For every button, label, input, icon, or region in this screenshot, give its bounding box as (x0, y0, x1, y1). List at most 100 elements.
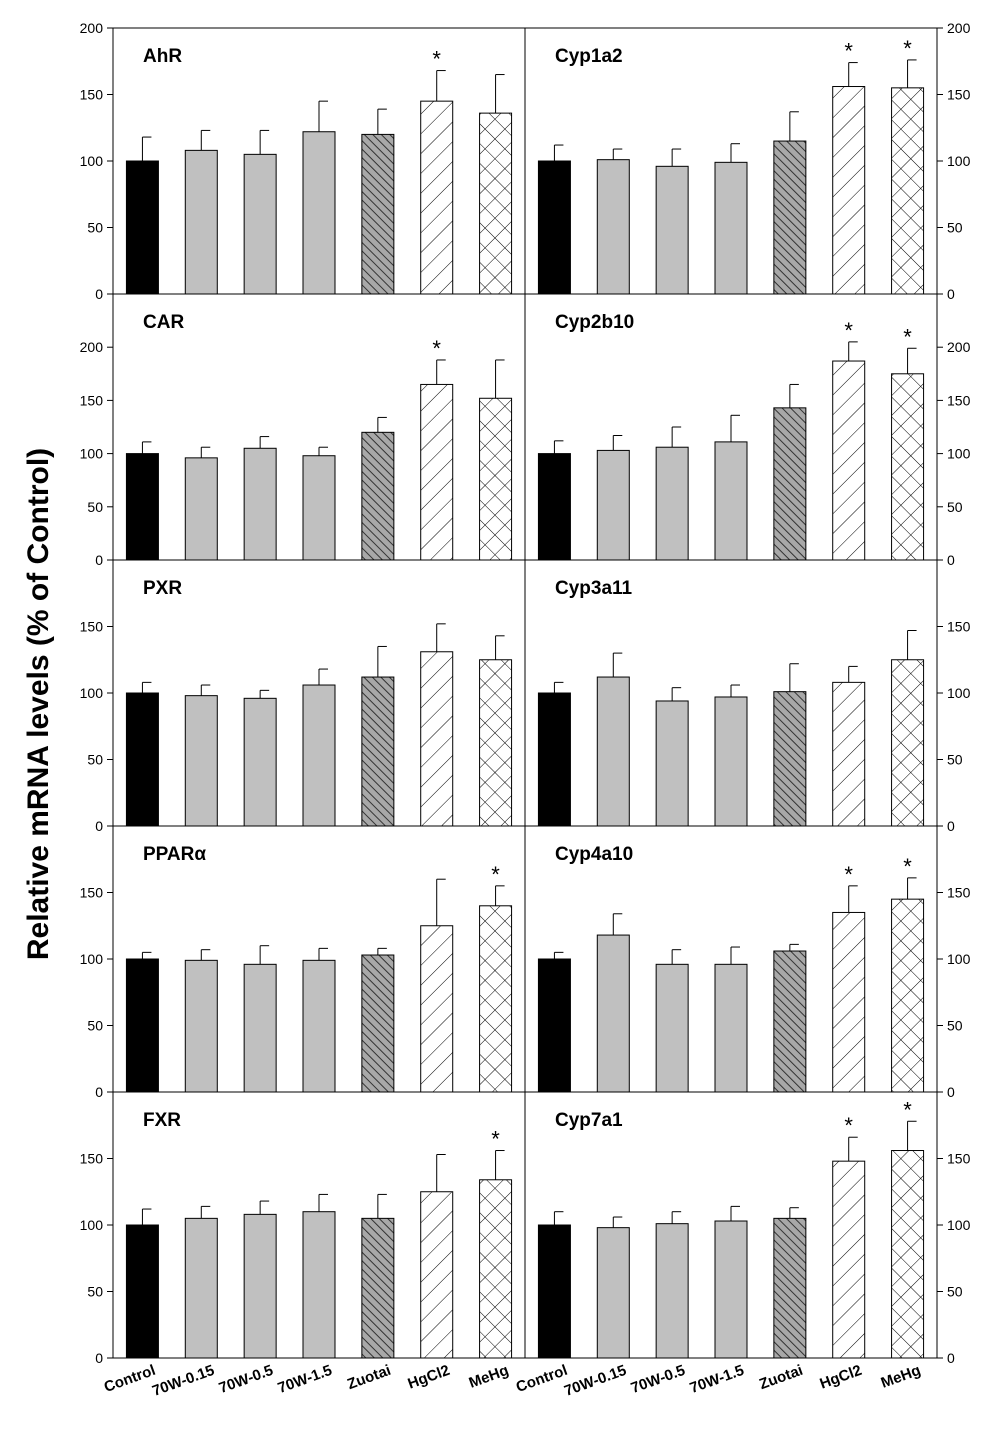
panel-title: PPARα (143, 844, 206, 865)
significance-marker: * (903, 36, 912, 61)
bar-cyp3a11-hgcl2 (832, 681, 866, 827)
bar-ahr-hgcl2 (420, 100, 454, 295)
bar-ppar-mehg (479, 905, 513, 1093)
y-tick-label: 0 (95, 1084, 103, 1100)
bar-cyp4a10-zuotai (773, 950, 807, 1093)
x-category-label: Control (102, 1362, 158, 1396)
bar-fxr-hgcl2 (420, 1191, 454, 1359)
bar-ahr-zuotai (361, 133, 395, 295)
bar-cyp4a10-control (537, 958, 571, 1093)
bar-car-70w-0-15 (184, 457, 218, 561)
significance-marker: * (903, 854, 912, 879)
panel-cyp2b10: Cyp2b10 0 50 100 150 200 * * (537, 312, 971, 568)
x-category-label: Control (514, 1362, 570, 1396)
y-tick-label: 150 (947, 1151, 971, 1167)
panel-title: AhR (143, 46, 182, 67)
bar-cyp3a11-70w-0-5 (655, 700, 689, 827)
y-tick-label: 0 (947, 1084, 955, 1100)
bar-car-70w-1-5 (302, 455, 336, 561)
bar-cyp1a2-70w-0-15 (596, 159, 630, 295)
panel-cyp4a10: Cyp4a10 0 50 100 150 * * (537, 844, 971, 1100)
bar-fxr-70w-0-5 (243, 1213, 277, 1359)
significance-marker: * (491, 1127, 500, 1152)
panel-cyp3a11: Cyp3a11 0 50 100 150 (537, 578, 971, 834)
x-category-label: HgCl2 (406, 1362, 453, 1393)
bar-cyp7a1-zuotai (773, 1217, 807, 1359)
y-tick-label: 150 (947, 392, 971, 408)
y-tick-label: 100 (947, 446, 971, 462)
bar-cyp2b10-70w-0-5 (655, 446, 689, 561)
bar-cyp4a10-70w-0-15 (596, 934, 630, 1093)
x-category-label: MeHg (467, 1362, 511, 1392)
bar-pxr-mehg (479, 659, 513, 827)
x-category-label: HgCl2 (818, 1362, 865, 1393)
bar-cyp1a2-hgcl2 (832, 86, 866, 295)
bar-cyp7a1-70w-0-15 (596, 1227, 630, 1359)
x-category-label: 70W-0.5 (217, 1362, 276, 1397)
x-category-label: Zuotai (757, 1362, 805, 1393)
y-tick-label: 0 (95, 1350, 103, 1366)
bar-cyp3a11-70w-0-15 (596, 676, 630, 827)
bar-cyp7a1-hgcl2 (832, 1160, 866, 1359)
significance-marker: * (432, 47, 441, 72)
y-tick-label: 0 (947, 1350, 955, 1366)
y-tick-label: 50 (947, 220, 963, 236)
x-category-label: 70W-1.5 (688, 1362, 747, 1397)
bar-fxr-control (125, 1224, 159, 1359)
panel-title: Cyp1a2 (555, 46, 623, 67)
significance-marker: * (844, 862, 853, 887)
panel-cyp7a1: Cyp7a1 0 50 100 150 * * (537, 1097, 971, 1366)
y-tick-label: 200 (947, 339, 971, 355)
panel-title: PXR (143, 578, 182, 599)
y-tick-label: 50 (947, 499, 963, 515)
bar-cyp1a2-mehg (891, 87, 925, 295)
significance-marker: * (491, 862, 500, 887)
y-tick-label: 0 (947, 286, 955, 302)
significance-marker: * (903, 1097, 912, 1122)
bar-ahr-70w-0-5 (243, 153, 277, 295)
bar-fxr-zuotai (361, 1217, 395, 1359)
y-tick-label: 100 (80, 685, 104, 701)
bar-ppar-hgcl2 (420, 925, 454, 1093)
x-category-label: MeHg (879, 1362, 923, 1392)
y-tick-label: 100 (947, 685, 971, 701)
bar-car-70w-0-5 (243, 447, 277, 561)
bar-ppar-70w-1-5 (302, 959, 336, 1093)
bar-fxr-mehg (479, 1179, 513, 1359)
panel-title: Cyp2b10 (555, 312, 634, 333)
y-tick-label: 100 (80, 951, 104, 967)
bar-ahr-mehg (479, 112, 513, 295)
panel-ppar: PPARα 0 50 100 150 * (80, 844, 513, 1100)
significance-marker: * (903, 324, 912, 349)
panel-grid: AhR 0 50 100 150 200 * Cyp1a2 0 50 100 150 200 * * CAR 0… (80, 20, 971, 1400)
bar-cyp7a1-mehg (891, 1150, 925, 1359)
bar-cyp7a1-control (537, 1224, 571, 1359)
y-tick-label: 200 (947, 20, 971, 36)
panel-pxr: PXR 0 50 100 150 (80, 578, 513, 834)
y-tick-label: 150 (947, 87, 971, 103)
bar-cyp4a10-hgcl2 (832, 911, 866, 1093)
y-tick-label: 150 (80, 392, 104, 408)
y-tick-label: 100 (947, 153, 971, 169)
bar-ppar-zuotai (361, 954, 395, 1093)
bar-cyp2b10-zuotai (773, 407, 807, 561)
bar-fxr-70w-0-15 (184, 1217, 218, 1359)
y-tick-label: 150 (80, 1151, 104, 1167)
y-tick-label: 200 (80, 339, 104, 355)
significance-marker: * (844, 318, 853, 343)
y-tick-label: 200 (80, 20, 104, 36)
bar-ppar-70w-0-15 (184, 959, 218, 1093)
y-tick-label: 150 (947, 619, 971, 635)
bar-cyp7a1-70w-1-5 (714, 1220, 748, 1359)
y-tick-label: 0 (947, 818, 955, 834)
y-tick-label: 50 (947, 1284, 963, 1300)
bar-car-hgcl2 (420, 383, 454, 561)
bar-cyp7a1-70w-0-5 (655, 1223, 689, 1359)
x-category-label: 70W-0.15 (562, 1362, 629, 1400)
panel-title: CAR (143, 312, 184, 333)
x-category-label: 70W-0.5 (629, 1362, 688, 1397)
x-category-label: 70W-0.15 (150, 1362, 217, 1400)
bar-car-zuotai (361, 431, 395, 561)
bar-pxr-70w-1-5 (302, 684, 336, 827)
